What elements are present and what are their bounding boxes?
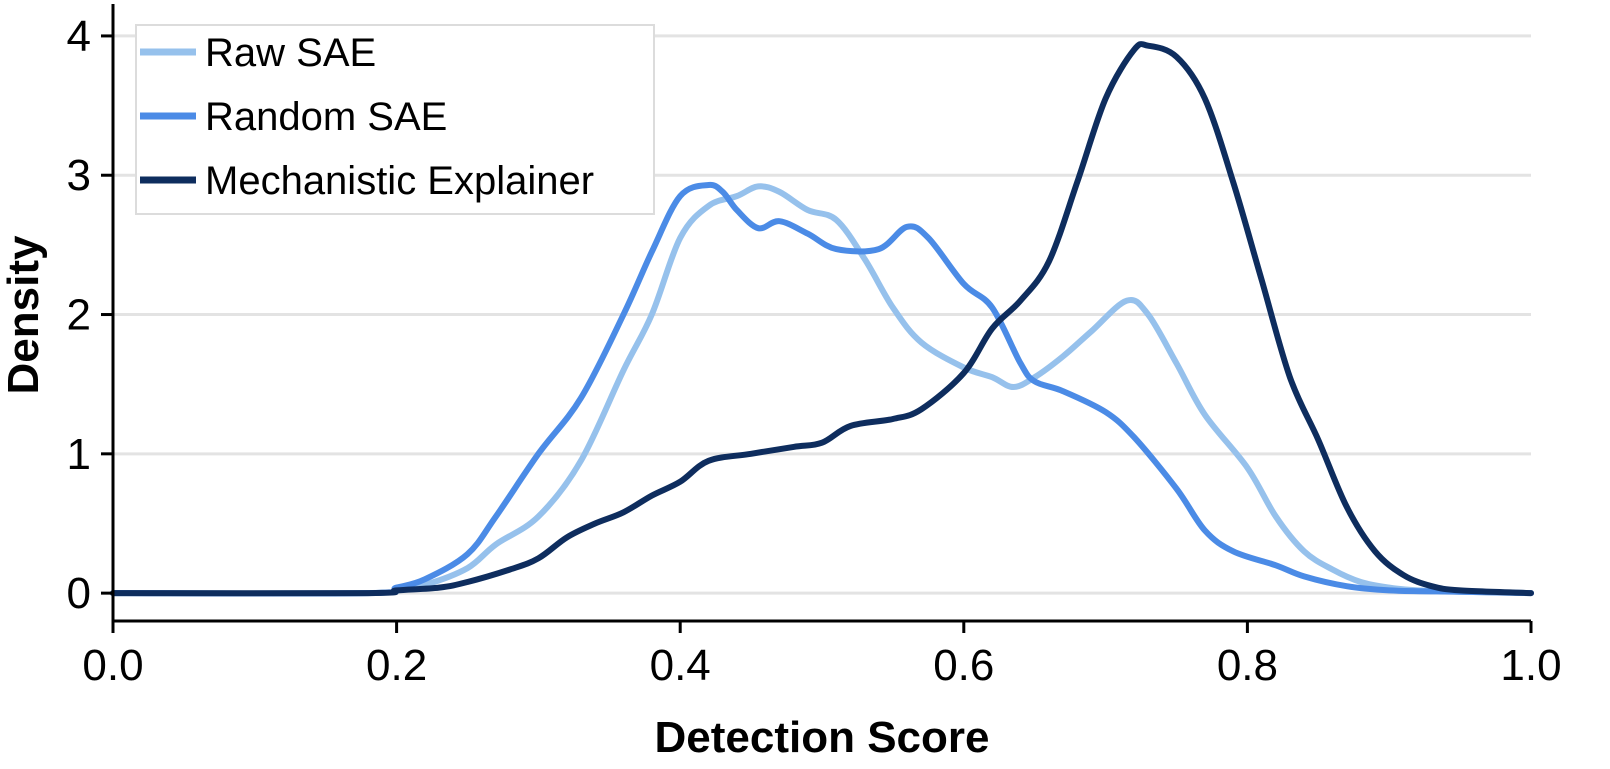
y-tick-label: 4 bbox=[67, 12, 91, 61]
y-tick-label: 3 bbox=[67, 151, 91, 200]
legend-box bbox=[135, 24, 655, 215]
y-tick-label: 2 bbox=[67, 291, 91, 340]
x-tick-label: 0.8 bbox=[1217, 641, 1278, 690]
x-axis-title: Detection Score bbox=[655, 713, 990, 762]
y-tick-label: 0 bbox=[67, 569, 91, 618]
random-sae-line bbox=[110, 181, 1534, 597]
x-tick-label: 1.0 bbox=[1500, 641, 1561, 690]
y-axis-title: Density bbox=[0, 235, 48, 394]
y-tick-label: 1 bbox=[67, 430, 91, 479]
x-tick-label: 0.6 bbox=[933, 641, 994, 690]
legend-label: Mechanistic Explainer bbox=[205, 159, 594, 203]
x-tick-label: 0.2 bbox=[366, 641, 427, 690]
legend-label: Raw SAE bbox=[205, 31, 376, 75]
mechanistic-explainer-line bbox=[110, 41, 1534, 597]
legend-label: Random SAE bbox=[205, 95, 447, 139]
raw-sae-line bbox=[110, 183, 1534, 597]
tick-labels: 0 1 2 3 4 0.0 0.2 0.4 0.6 0.8 1.0 bbox=[67, 12, 1562, 690]
legend: Raw SAE Random SAE Mechanistic Explainer bbox=[135, 24, 655, 215]
x-tick-label: 0.4 bbox=[650, 641, 711, 690]
x-tick-label: 0.0 bbox=[82, 641, 143, 690]
axes bbox=[101, 4, 1533, 633]
series-lines bbox=[110, 41, 1534, 597]
